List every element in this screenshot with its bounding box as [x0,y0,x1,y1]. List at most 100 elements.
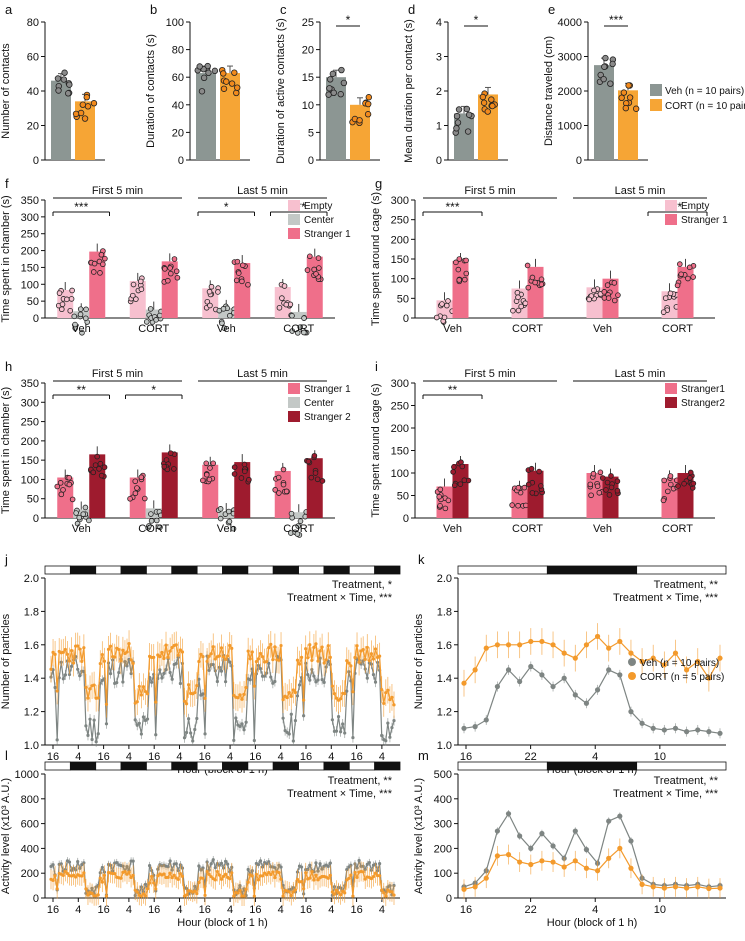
light-dark-block [348,565,376,575]
x-tick-label: 16 [148,751,160,763]
data-point [54,483,61,490]
data-point [90,469,97,476]
data-point [148,511,154,517]
data-point [305,458,312,465]
bar-CORT [75,101,95,160]
data-point [311,266,317,273]
light-dark-block [348,761,376,771]
y-tick-label: 400 [21,843,39,855]
data-point [615,292,621,298]
data-point [308,474,315,481]
data-point [594,483,601,489]
data-point [82,315,89,322]
data-point [231,471,238,477]
data-point [453,259,459,266]
y-tick-label: 300 [434,819,452,831]
y-tick-label: 100 [21,474,39,486]
data-point [208,283,215,290]
data-point [66,81,73,88]
data-point [596,489,603,496]
bar-Veh [196,73,216,160]
legend-label-cort: CORT (n = 10 pairs) [665,101,745,112]
data-point [606,492,613,498]
epoch-label: Last 5 min [237,185,288,197]
x-tick-label: 4 [379,904,385,916]
data-point [316,265,322,271]
data-point [687,475,693,481]
y-tick-label: 1.0 [437,740,452,752]
data-point [586,296,592,303]
data-point [365,94,372,101]
stat-annotation: Treatment × Time, *** [287,592,393,604]
data-point [667,481,674,488]
legend-swatch-cort [650,99,662,111]
x-tick-label: 16 [199,751,211,763]
epoch-label: First 5 min [464,368,515,380]
data-point [451,464,457,470]
data-point [66,481,73,488]
data-point [450,469,456,475]
legend-swatch [288,200,300,211]
y-tick-label: 4000 [558,17,582,29]
epoch-label: Last 5 min [237,368,288,380]
data-point [157,312,163,319]
data-point [515,307,522,314]
data-point [626,94,634,101]
data-point [59,301,66,308]
bar-Veh [51,80,71,160]
data-point [55,87,62,94]
data-point [622,104,630,112]
data-point [489,102,496,110]
y-tick-label: 200 [391,234,409,246]
data-point [245,281,251,288]
data-point [451,482,458,489]
legend-swatch [288,228,300,239]
data-point [453,112,461,120]
x-tick-label: 16 [350,751,362,763]
y-tick-label: 150 [21,455,39,467]
y-axis-label: Number of particles [0,613,12,709]
data-point [717,730,723,736]
y-tick-label: 60 [27,52,39,64]
data-point [67,307,74,314]
x-tick-label: 4 [328,904,334,916]
data-point [76,514,82,521]
data-point [311,452,318,459]
panel-letter-m: m [418,748,429,763]
legend-label: Stranger2 [681,398,725,409]
y-tick-label: 40 [172,100,184,112]
data-point [132,490,139,497]
data-point [228,80,236,87]
group-label: Veh [593,323,612,335]
epoch-label: Last 5 min [615,185,666,197]
data-point [297,518,304,524]
data-point [64,90,72,97]
x-tick-label: 16 [300,751,312,763]
data-point [138,286,145,292]
data-point [68,296,75,302]
data-point [132,478,139,485]
data-point [57,480,64,486]
bar-Stranger 1 [161,261,178,318]
bar-Stranger 2 [306,458,323,518]
data-point [165,277,171,284]
stat-annotation: Treatment × Time, *** [287,788,393,800]
data-point [515,294,521,301]
data-point [662,295,669,301]
data-point [84,103,92,110]
panel-letter-b: b [150,2,157,17]
data-point [204,62,211,70]
data-point [463,257,469,264]
x-tick-label: 16 [300,904,312,916]
x-tick-label: 16 [460,904,472,916]
data-point [304,267,311,273]
legend-label: Empty [681,201,709,212]
data-point [276,490,282,496]
data-point [319,478,326,484]
data-point [289,328,295,334]
x-tick-label: 16 [148,904,160,916]
x-tick-label: 4 [176,751,182,763]
data-point [601,289,608,295]
data-point [600,75,607,83]
